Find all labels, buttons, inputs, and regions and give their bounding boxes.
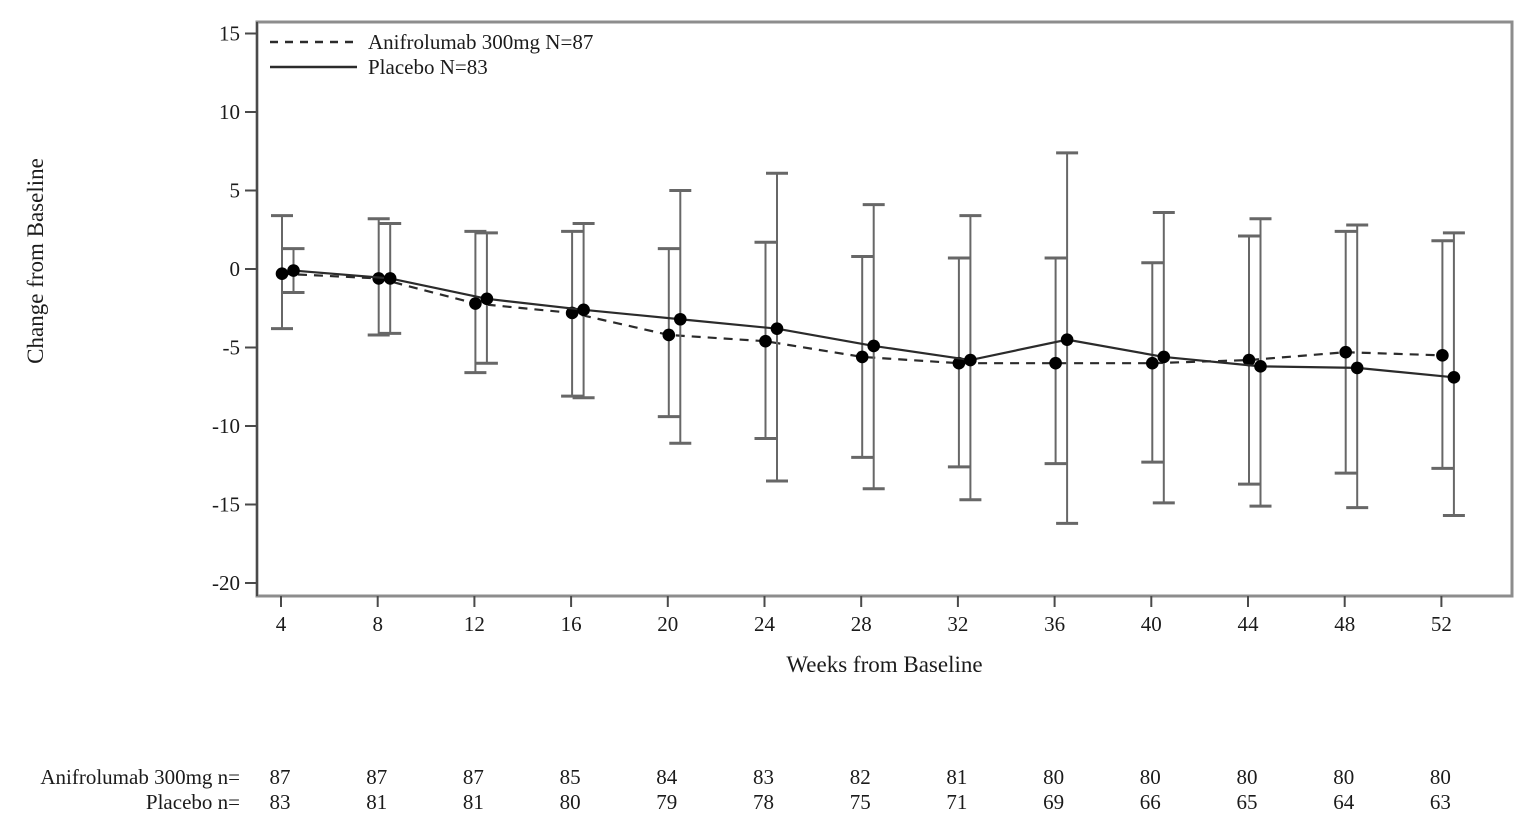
data-point-marker [1350, 361, 1364, 375]
data-point-marker [1447, 371, 1461, 384]
data-point-marker [770, 322, 784, 335]
error-bars-anifrolumab [271, 214, 1454, 486]
y-tick-label: -15 [212, 493, 240, 517]
data-point-marker [855, 350, 869, 364]
data-point-marker [275, 267, 289, 281]
data-point-marker [287, 264, 300, 277]
x-axis-title: Weeks from Baseline [786, 652, 983, 677]
plot-border [255, 20, 1514, 598]
x-tick-label: 20 [657, 612, 678, 636]
x-tick-label: 44 [1238, 612, 1260, 636]
x-axis-ticks: 4 8 12 16 20 24 28 32 36 40 44 48 52 [276, 596, 1452, 636]
error-bars-placebo [282, 151, 1465, 525]
y-tick-label: 0 [230, 257, 241, 281]
data-point-marker [1049, 356, 1062, 370]
y-tick-label: -20 [212, 571, 240, 595]
y-tick-label: 15 [219, 22, 240, 46]
data-point-marker [952, 356, 966, 370]
data-point-marker [480, 292, 494, 306]
legend-label-placebo: Placebo N=83 [368, 55, 488, 79]
y-tick-label: 10 [219, 100, 240, 124]
data-point-marker [867, 339, 880, 353]
data-point-marker [1242, 353, 1256, 367]
data-point-marker [577, 303, 590, 317]
data-point-marker [964, 353, 977, 367]
data-point-marker [1436, 349, 1449, 362]
data-point-marker [1339, 345, 1352, 359]
x-tick-label: 40 [1141, 612, 1162, 636]
series-markers-placebo [287, 264, 1461, 384]
data-point-marker [674, 312, 687, 326]
y-tick-label: -10 [212, 414, 240, 438]
x-tick-label: 52 [1431, 612, 1452, 636]
x-tick-label: 36 [1044, 612, 1065, 636]
data-point-marker [759, 334, 772, 348]
x-tick-label: 48 [1334, 612, 1355, 636]
data-point-marker [1157, 350, 1171, 364]
y-tick-label: -5 [223, 336, 241, 360]
y-axis-title: Change from Baseline [23, 158, 48, 364]
x-tick-label: 24 [754, 612, 776, 636]
x-tick-label: 8 [372, 612, 383, 636]
y-axis-ticks: 15 10 5 0 -5 -10 -15 -20 [212, 22, 257, 595]
data-point-marker [1254, 360, 1267, 373]
data-point-marker [1060, 333, 1074, 346]
x-tick-label: 32 [947, 612, 968, 636]
data-point-marker [469, 297, 482, 310]
y-tick-label: 5 [230, 179, 241, 203]
x-tick-label: 4 [276, 612, 287, 636]
data-point-marker [662, 328, 676, 342]
data-point-marker [383, 272, 397, 285]
data-point-marker [1146, 356, 1159, 370]
x-tick-label: 12 [464, 612, 485, 636]
legend-label-anifrolumab: Anifrolumab 300mg N=87 [368, 30, 594, 54]
x-tick-label: 28 [851, 612, 872, 636]
series-markers-anifrolumab [275, 267, 1449, 370]
x-tick-label: 16 [561, 612, 582, 636]
